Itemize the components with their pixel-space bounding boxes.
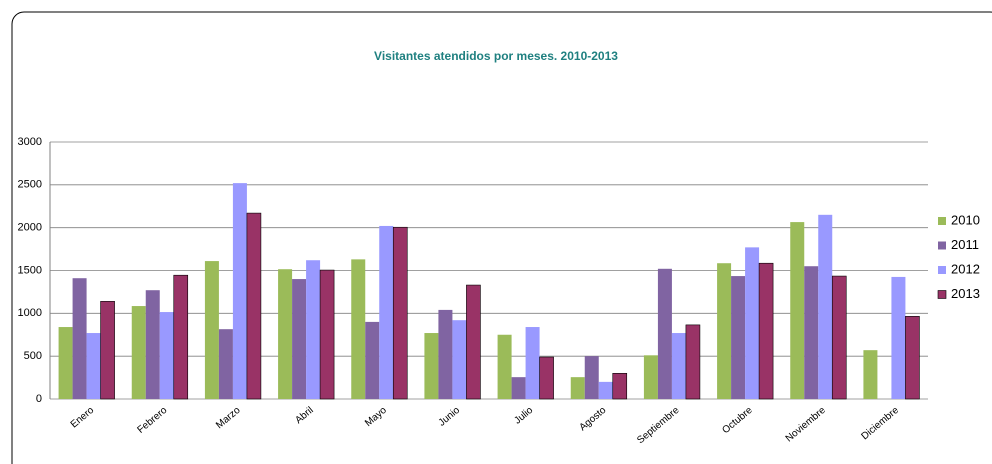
bar	[246, 212, 262, 400]
bar	[292, 279, 307, 399]
bar	[612, 372, 628, 400]
bar	[745, 247, 760, 399]
y-tick-label: 500	[24, 350, 42, 362]
bar	[891, 276, 906, 399]
bar	[584, 356, 599, 399]
bar	[758, 262, 774, 400]
bar	[804, 266, 819, 399]
y-tick-label: 1500	[18, 264, 42, 276]
bar	[511, 377, 526, 399]
legend-swatch	[937, 290, 947, 299]
legend-label: 2011	[951, 237, 979, 252]
y-tick-label: 1000	[18, 307, 42, 319]
bar	[306, 260, 321, 399]
legend-label: 2010	[951, 212, 980, 227]
legend-label: 2013	[951, 286, 980, 301]
bar	[204, 261, 219, 399]
y-tick-label: 3000	[18, 136, 42, 148]
bar	[351, 259, 366, 399]
bar	[818, 214, 833, 399]
bar	[159, 312, 174, 399]
bar	[173, 274, 189, 400]
y-tick-label: 2000	[18, 222, 42, 234]
bar	[218, 329, 233, 399]
bar	[72, 278, 87, 399]
bar	[598, 381, 613, 399]
bar	[232, 183, 247, 399]
bar	[466, 284, 481, 400]
bar	[392, 226, 408, 400]
chart-title: Visitantes atendidos por meses. 2010-201…	[374, 49, 618, 63]
bar	[424, 333, 439, 399]
bar	[731, 276, 746, 399]
bar	[86, 333, 101, 399]
y-tick-label: 0	[36, 393, 42, 405]
legend-swatch	[938, 217, 946, 225]
bar	[790, 222, 805, 399]
bar	[539, 356, 554, 400]
bar	[863, 350, 878, 399]
bar	[643, 355, 658, 399]
bar	[905, 316, 920, 400]
bar	[438, 309, 453, 399]
bar	[145, 290, 160, 399]
bar	[831, 275, 847, 400]
legend-swatch	[938, 241, 946, 250]
bar	[278, 269, 293, 399]
y-tick-label: 2500	[18, 179, 42, 191]
legend-swatch	[938, 266, 946, 274]
bar	[452, 320, 467, 399]
bar	[685, 324, 701, 400]
bar	[131, 306, 146, 399]
bar	[657, 268, 672, 399]
bar	[379, 225, 394, 399]
bar	[570, 377, 585, 399]
bar	[365, 321, 380, 399]
bar	[671, 333, 686, 399]
bar	[525, 327, 540, 399]
bar	[100, 301, 115, 400]
bar	[58, 327, 73, 399]
legend-label: 2012	[951, 261, 980, 276]
bar	[497, 334, 512, 399]
bar	[717, 263, 732, 399]
bar	[319, 269, 335, 400]
